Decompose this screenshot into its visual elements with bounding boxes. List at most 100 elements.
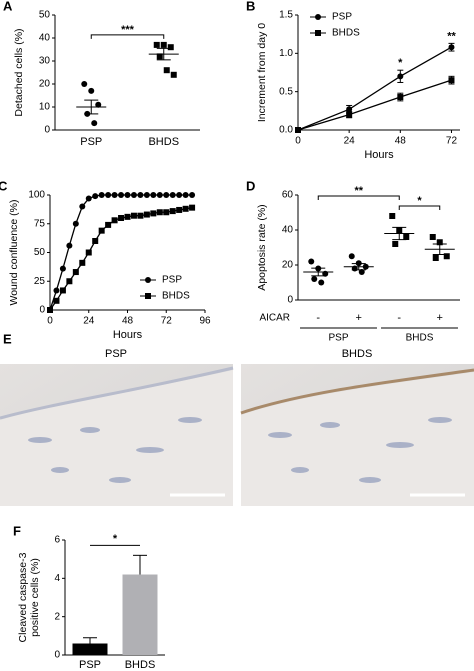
legend-marker	[145, 277, 151, 283]
marker	[111, 192, 118, 198]
panel-label: E	[3, 331, 12, 346]
series-line	[297, 46, 452, 131]
marker	[358, 269, 365, 275]
y-axis-label: Wound confluence (%)	[8, 199, 20, 305]
panel-label: A	[3, 0, 13, 13]
significance-bracket	[90, 34, 165, 39]
significance-bracket	[317, 195, 400, 200]
series-line	[297, 79, 452, 131]
marker	[92, 193, 99, 200]
marker	[167, 44, 174, 51]
marker	[389, 213, 396, 219]
marker	[295, 127, 301, 133]
group-label: BHDS	[406, 333, 434, 344]
significance-bracket	[398, 205, 441, 210]
y-tick-label: 10	[39, 102, 51, 113]
y-tick-label: 20	[39, 79, 51, 90]
legend-marker	[145, 293, 151, 299]
marker	[72, 220, 79, 227]
marker	[124, 213, 131, 220]
panel-label: F	[13, 523, 21, 538]
marker	[111, 217, 118, 224]
significance-label: *	[417, 195, 422, 207]
marker	[118, 192, 125, 198]
marker	[156, 53, 163, 60]
y-tick-label: 0	[39, 305, 45, 316]
x-tick-label: +	[437, 312, 443, 324]
panel-label: B	[246, 0, 255, 13]
panel-label: D	[246, 178, 255, 193]
marker	[436, 239, 443, 246]
y-tick-label: 50	[34, 247, 46, 258]
marker	[66, 278, 73, 285]
legend-marker	[315, 30, 321, 36]
image-title: BHDS	[342, 348, 373, 360]
y-tick-label: 20	[282, 260, 294, 271]
marker	[130, 192, 137, 198]
marker	[169, 208, 176, 215]
marker	[176, 206, 183, 213]
x-axis-label: Hours	[364, 149, 394, 161]
significance-label: **	[354, 185, 363, 197]
marker	[348, 253, 355, 260]
marker	[448, 44, 455, 51]
x-tick-label: 96	[199, 316, 211, 327]
y-tick-label: 30	[39, 56, 51, 67]
marker	[105, 221, 112, 228]
tissue-image	[240, 364, 474, 506]
marker	[189, 204, 196, 211]
x-tick-label: 0	[295, 136, 301, 147]
x-tick-label: 72	[446, 136, 458, 147]
panel-label: C	[0, 178, 8, 193]
legend-marker	[315, 14, 321, 20]
y-tick-label: 0	[287, 295, 293, 306]
marker	[92, 238, 99, 244]
y-tick-label: 1.0	[279, 48, 293, 59]
marker	[397, 73, 404, 80]
marker	[124, 192, 131, 198]
y-tick-label: 0	[54, 650, 60, 661]
y-axis-label: Apoptosis rate (%)	[256, 204, 268, 290]
marker	[88, 87, 95, 94]
marker	[81, 81, 88, 87]
x-tick-label: PSP	[79, 659, 101, 671]
marker	[403, 234, 410, 240]
y-tick-label: 4	[54, 573, 60, 584]
bar	[122, 574, 158, 655]
significance-label: ***	[121, 24, 135, 36]
legend-label: BHDS	[162, 291, 190, 302]
marker	[182, 205, 189, 212]
marker	[346, 111, 353, 118]
x-tick-label: BHDS	[148, 136, 179, 148]
y-tick-label: 0	[44, 125, 50, 136]
marker	[98, 192, 105, 198]
marker	[163, 209, 170, 216]
marker	[137, 192, 144, 198]
marker	[85, 249, 92, 256]
marker	[118, 215, 125, 221]
marker	[150, 210, 157, 217]
y-axis-label: Increment from day 0	[256, 23, 268, 122]
x-tick-label: 48	[122, 316, 134, 327]
marker	[432, 255, 439, 261]
marker	[105, 192, 112, 198]
marker	[143, 192, 150, 198]
bar	[72, 643, 108, 655]
marker	[170, 71, 177, 78]
marker	[163, 192, 170, 198]
marker	[176, 192, 183, 198]
x-tick-label: -	[397, 312, 401, 324]
marker	[318, 279, 325, 286]
marker	[443, 253, 450, 260]
legend-label: BHDS	[332, 28, 360, 39]
marker	[308, 258, 315, 265]
y-axis-label: Cleaved caspase-3	[17, 552, 29, 642]
y-tick-label: 40	[39, 33, 51, 44]
y-tick-label: 25	[34, 276, 46, 287]
marker	[85, 195, 92, 202]
x-tick-label: 48	[395, 136, 407, 147]
marker	[95, 101, 102, 108]
x-tick-label: -	[316, 312, 320, 324]
marker	[53, 287, 60, 294]
marker	[156, 192, 163, 198]
